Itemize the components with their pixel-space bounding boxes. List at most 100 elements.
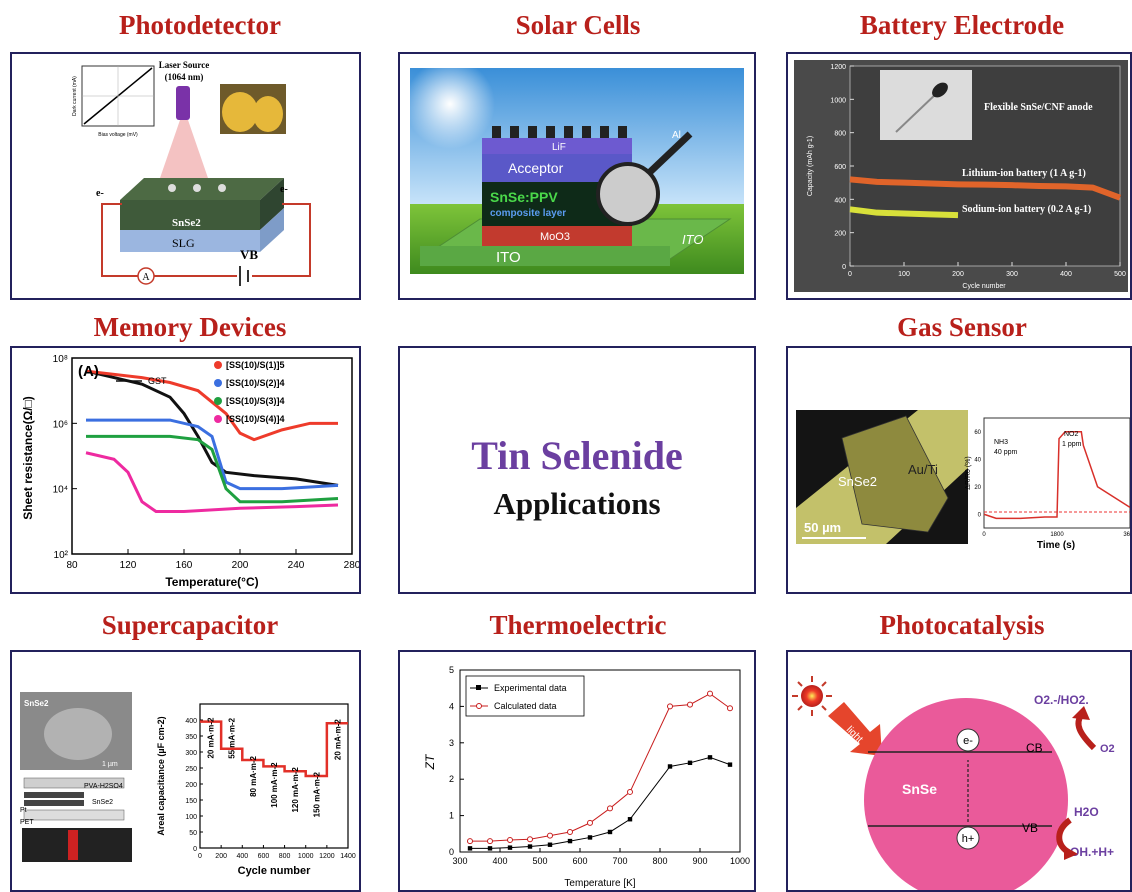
memory-xtick-label: 280	[344, 560, 359, 571]
battery-ytick-label: 200	[834, 231, 846, 238]
memory-line-4	[85, 451, 339, 514]
supercap-xtick-label: 400	[236, 853, 248, 860]
gas-response-curve	[983, 431, 1130, 520]
supercap-layer-pva: PVA-H2SO4	[84, 783, 123, 790]
battery-ytick-label: 400	[834, 197, 846, 204]
thermo-xtick-label: 600	[572, 856, 587, 866]
thermo-ytick-label: 0	[449, 847, 454, 857]
sun	[405, 59, 495, 149]
gas-xlabel: Time (s)	[1037, 540, 1075, 551]
thermo-chart: 300 400 500 600 700 800 900 1000 0 1 2 3 4 5 Experime…	[423, 665, 750, 889]
battery-ytick-label: 600	[834, 164, 846, 171]
thermo-series	[467, 690, 733, 851]
photocat-title: Photocatalysis	[879, 610, 1045, 640]
sun-icon	[801, 685, 823, 707]
memory-line-2	[86, 418, 339, 491]
thermo-point-calc	[527, 836, 533, 843]
thermo-xtick-label: 1000	[730, 856, 750, 866]
supercap-ytick-label: 400	[185, 718, 197, 725]
supercap-ticks: 0 200 400 600 800 1000 1200 1400400350300250200…	[185, 718, 356, 860]
electron-circle	[956, 728, 980, 752]
supercap-xlabel: Cycle number	[238, 865, 311, 877]
photodetector-title: Photodetector	[119, 10, 281, 40]
circuit-left	[101, 203, 132, 277]
solar-layer-lif: LiF	[552, 142, 566, 153]
supercap-ytick-label: 300	[185, 750, 197, 757]
supercap-xtick-label: 1000	[298, 853, 314, 860]
supercap-layer-pt: Pt	[20, 807, 27, 814]
memory-plot-area	[71, 357, 353, 555]
memory-y-ticks: 10⁸ 10⁶ 10⁴ 10²	[53, 354, 77, 561]
supercap-rate-label: 55 mA·m-2	[228, 717, 237, 758]
gas-nh3: NH3	[994, 439, 1008, 446]
supercap-xtick-label: 0	[198, 853, 202, 860]
supercap-rate-label: 20 mA·m-2	[207, 717, 216, 758]
thermo-point-exp	[567, 838, 573, 844]
snse-particle	[864, 698, 1068, 890]
magnifier-lens	[596, 162, 660, 226]
thermo-xtick-label: 900	[692, 856, 707, 866]
electron-right: e-	[280, 184, 288, 195]
voltage-label: VB	[240, 247, 258, 262]
laser-beam	[160, 120, 208, 178]
gas-xtick-label: 3600	[1123, 532, 1132, 538]
thermo-xlabel: Temperature [K]	[564, 878, 635, 889]
photocat-figure: light e- h+ SnSe CB VB O2.-/HO2. O2 H2O …	[792, 676, 1115, 890]
gas-ytick-label: 40	[974, 457, 981, 463]
thermo-point-exp	[727, 762, 733, 767]
solar-panel: ITO ITO MoO3 SnSe:PPV composite layer Ac…	[398, 52, 756, 300]
supercap-panel: SnSe2 1 µm PVA-H2SO4 SnSe2 Pt PET 0 200 40…	[10, 650, 361, 892]
supercap-rate-label: 20 mA·m-2	[333, 719, 342, 760]
supercap-ytick-label: 200	[185, 782, 197, 789]
laser-source	[176, 86, 190, 120]
supercap-ytick-label: 50	[189, 830, 197, 837]
memory-panel: 10⁸ 10⁶ 10⁴ 10² 80 120 160 200 240 280 (A) GST [S…	[10, 346, 361, 594]
supercap-curve	[200, 720, 348, 778]
supercap-ytick-label: 250	[185, 766, 197, 773]
supercap-xtick-label: 600	[258, 853, 270, 860]
moo3-layer	[482, 226, 632, 246]
gas-figure: SnSe2 Au/Ti 50 µm 0 1800 3600 60 40 20 0 NH3 4…	[796, 410, 1132, 551]
memory-xtick-label: 80	[66, 560, 78, 571]
supercap-rate-label: 120 mA·m-2	[291, 767, 300, 813]
gas-nh3-conc: 40 ppm	[994, 449, 1018, 456]
memory-xtick-label: 200	[232, 560, 249, 571]
gas-ytick-label: 60	[974, 430, 981, 436]
gas-panel: SnSe2 Au/Ti 50 µm 0 1800 3600 60 40 20 0 NH3 4…	[786, 346, 1132, 594]
center-subtitle: Applications	[493, 486, 661, 521]
supercap-ytick-label: 0	[193, 846, 197, 853]
battery-xtick-label: 200	[952, 271, 964, 278]
supercap-title: Supercapacitor	[101, 610, 279, 640]
memory-ylabel: Sheet resistance(Ω/□)	[21, 396, 35, 520]
memory-line-0	[85, 369, 339, 487]
magnifier-handle	[647, 131, 693, 175]
thermo-legend-exp: Experimental data	[494, 683, 567, 693]
memory-legend-swatch	[214, 415, 222, 423]
battery-line-0	[849, 176, 1122, 201]
hole-label: h+	[962, 833, 975, 845]
thermo-point-exp	[687, 760, 693, 766]
battery-ytick-label: 1000	[830, 97, 846, 104]
thermo-point-calc	[567, 828, 573, 835]
battery-inset-photo	[880, 70, 972, 140]
thermo-xtick-label: 800	[652, 856, 667, 866]
gas-xtick-label: 1800	[1050, 532, 1064, 538]
memory-legend-label: [SS(10)/S(1)]5	[226, 360, 285, 370]
thermo-point-exp	[667, 764, 673, 769]
memory-panel-tag: (A)	[78, 363, 99, 380]
thermo-ylabel: ZT	[423, 753, 437, 770]
al-contacts	[492, 126, 627, 138]
supercap-ytick-label: 150	[185, 798, 197, 805]
memory-legend-gst: GST	[148, 376, 167, 386]
memory-legend: GST [SS(10)/S(1)]5 [SS(10)/S(2)]4 [SS(10)/S…	[116, 360, 285, 424]
memory-legend-label: [SS(10)/S(3)]4	[226, 396, 285, 406]
battery-series	[849, 176, 1122, 219]
supercap-xtick-label: 800	[279, 853, 291, 860]
battery-y-ticks: 1200 1000 800 600 400 200 0	[830, 64, 854, 271]
hole-circle	[956, 826, 980, 850]
snse2-label: SnSe2	[172, 217, 201, 229]
supercap-ylabel: Areal capacitance (µF cm-2)	[156, 716, 166, 835]
thermo-point-calc	[707, 690, 713, 697]
snse2-front	[120, 200, 260, 230]
iv-xlabel: Bias voltage (mV)	[98, 132, 138, 138]
